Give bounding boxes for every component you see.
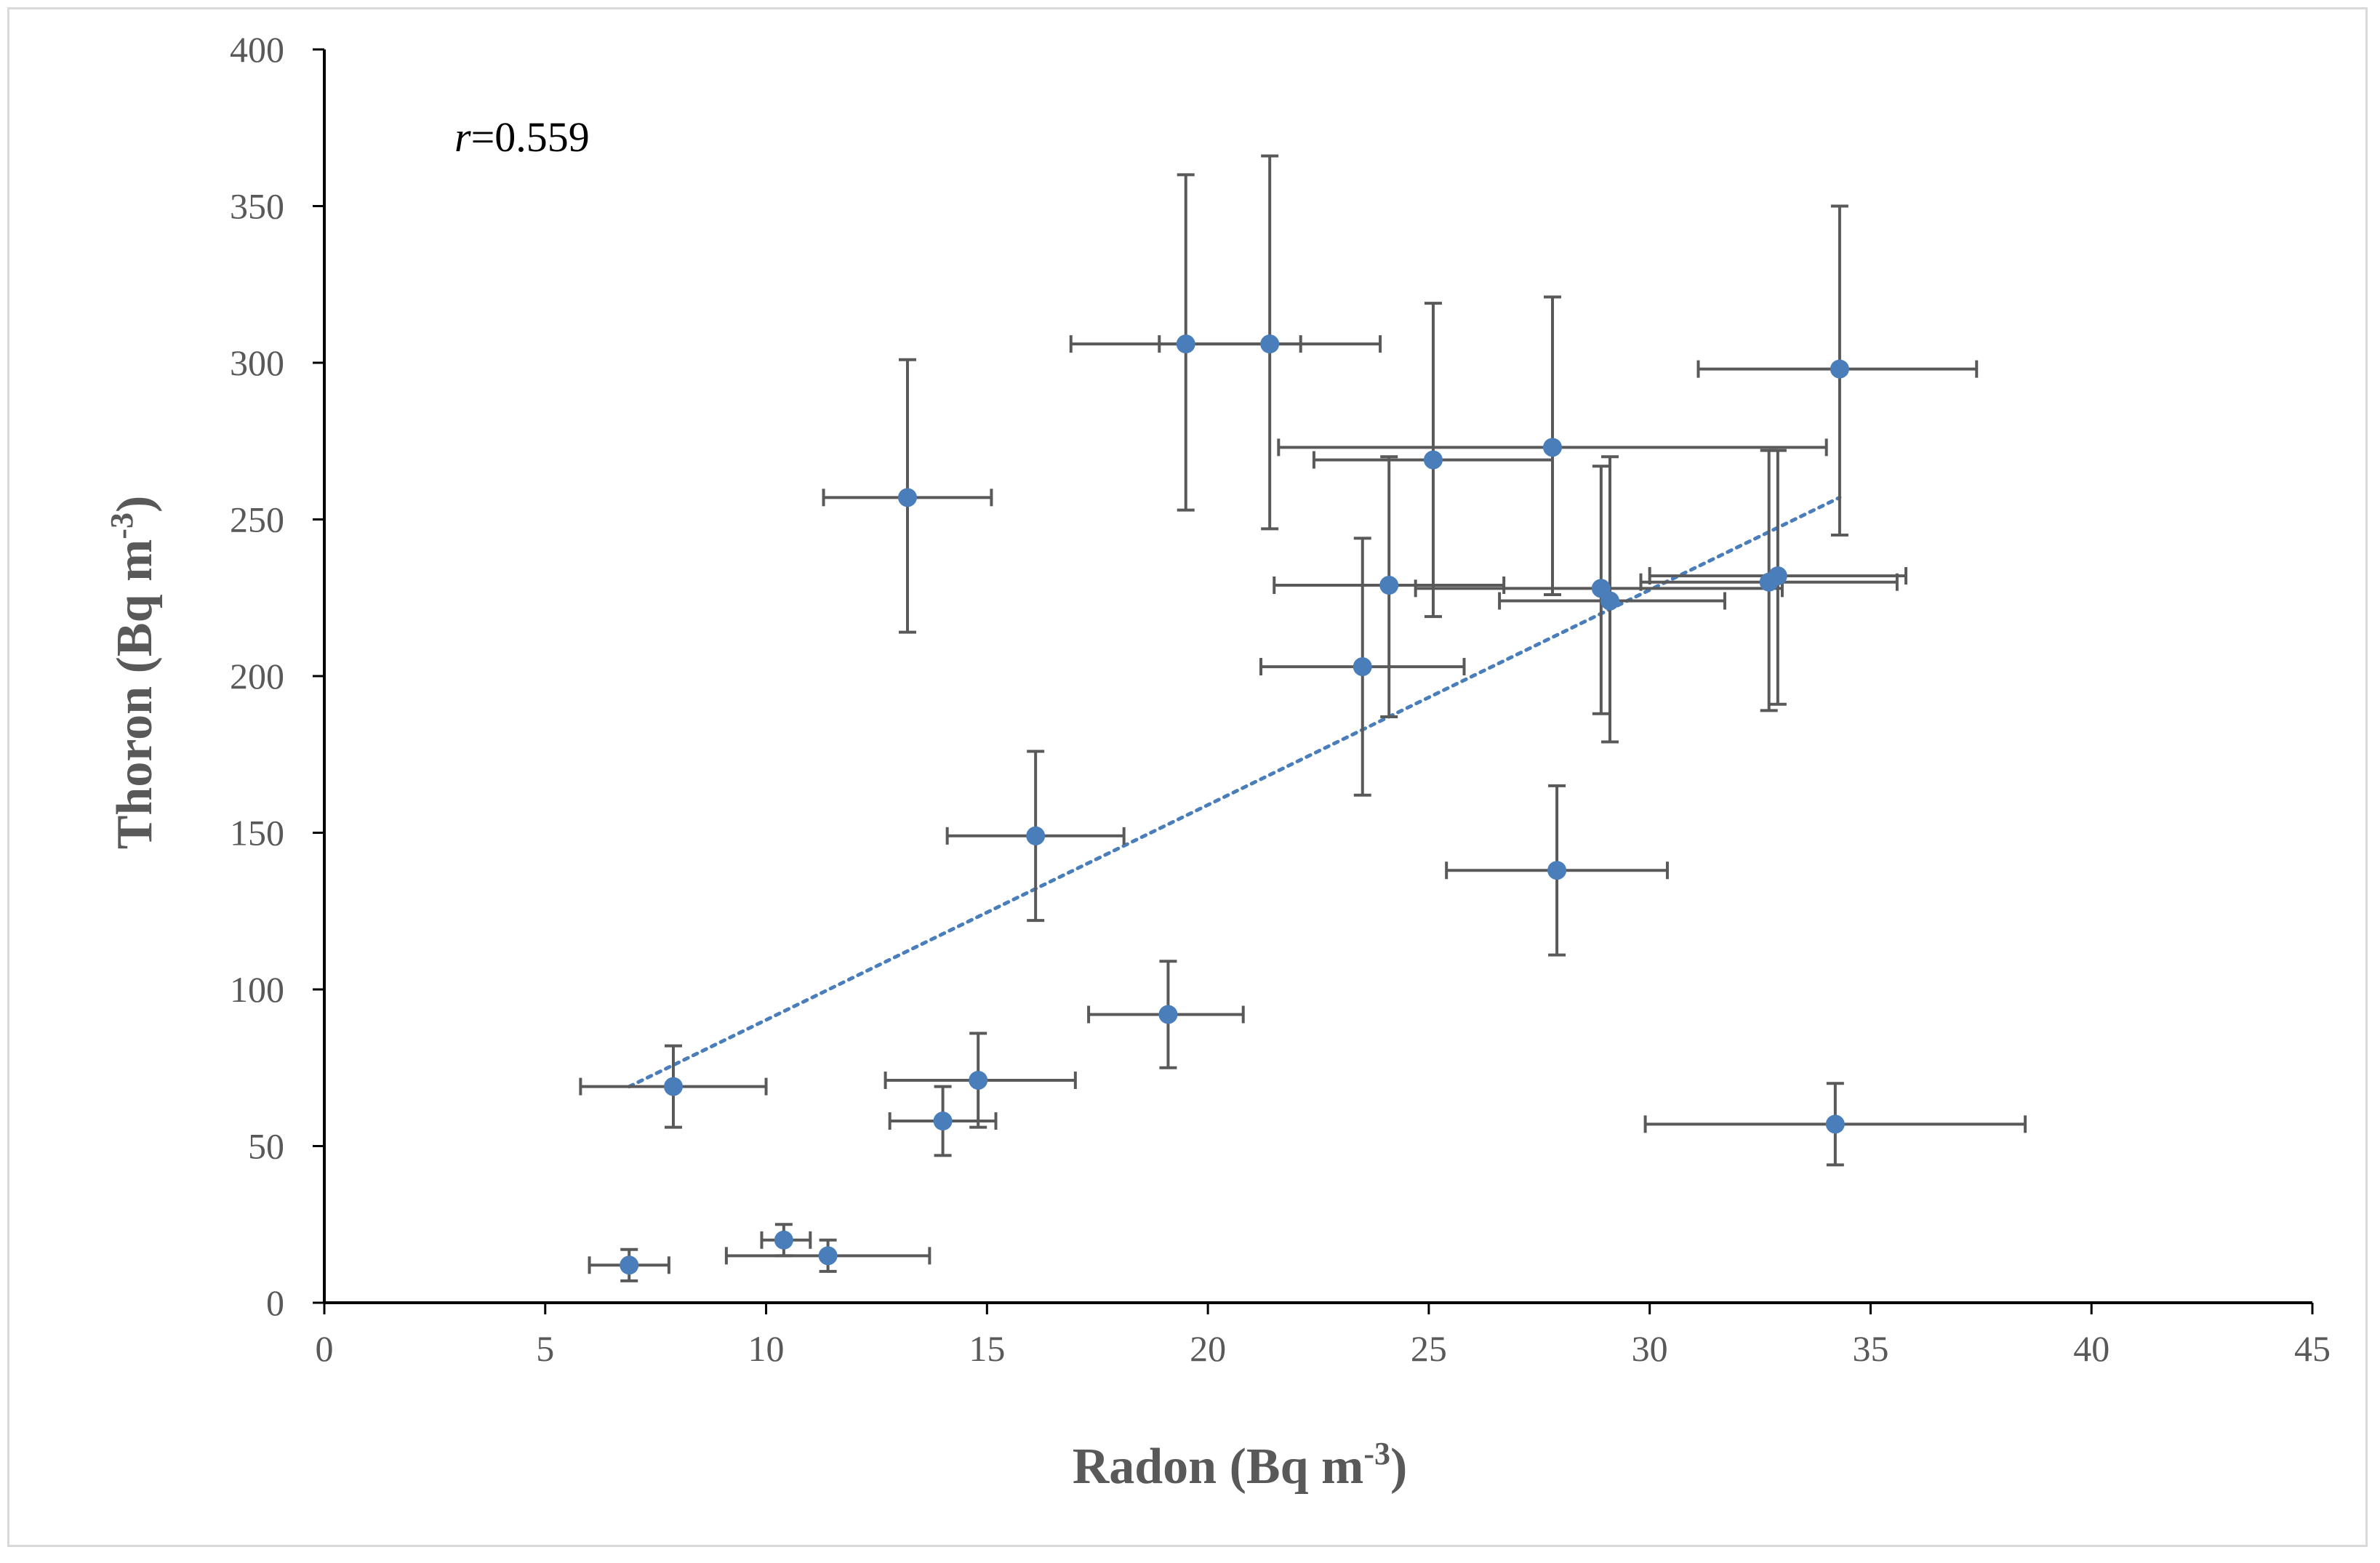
- data-point: [1423, 450, 1443, 470]
- x-tick-label: 10: [748, 1328, 785, 1369]
- data-point: [897, 488, 917, 507]
- data-point: [1768, 566, 1787, 586]
- data-point: [620, 1255, 639, 1275]
- data-point: [774, 1230, 793, 1250]
- y-axis-title: Thoron (Bq m-3): [104, 496, 163, 850]
- x-tick-label: 25: [1411, 1328, 1447, 1369]
- data-point: [1543, 438, 1563, 457]
- correlation-annotation: r=0.559: [454, 113, 590, 161]
- y-tick-label: 150: [230, 813, 284, 853]
- data-point: [1353, 657, 1372, 677]
- data-point: [1379, 576, 1399, 595]
- x-axis-title: Radon (Bq m-3): [1073, 1436, 1408, 1495]
- correlation-value: =0.559: [471, 113, 590, 161]
- x-tick-label: 5: [536, 1328, 554, 1369]
- x-tick-label: 40: [2073, 1328, 2109, 1369]
- y-axis-title-base: Thoron (Bq m: [107, 539, 163, 850]
- data-point: [1176, 334, 1195, 354]
- data-point: [1547, 861, 1567, 880]
- correlation-symbol: r: [454, 113, 471, 161]
- errorbar-group: [579, 154, 2027, 1282]
- trendline: [627, 495, 1842, 1089]
- y-tick-label: 0: [266, 1282, 284, 1323]
- y-tick-label: 50: [248, 1126, 284, 1167]
- y-axis-title-sup: -3: [104, 513, 140, 539]
- x-axis-title-sup: -3: [1363, 1436, 1390, 1471]
- data-point: [663, 1077, 683, 1096]
- y-tick-label: 200: [230, 656, 284, 696]
- x-axis-title-close: ): [1390, 1439, 1407, 1495]
- chart-frame: [7, 7, 2368, 1547]
- x-tick-label: 35: [1852, 1328, 1888, 1369]
- y-tick-label: 350: [230, 186, 284, 227]
- tick-labels-group: 0 5 10 15 20 25 30 35 40 45 0 50 100 150 200 250 300 350 4…: [230, 29, 2331, 1369]
- x-tick-label: 0: [316, 1328, 334, 1369]
- y-tick-label: 100: [230, 969, 284, 1010]
- x-tick-label: 30: [1632, 1328, 1668, 1369]
- y-tick-label: 400: [230, 29, 284, 70]
- y-tick-label: 300: [230, 342, 284, 383]
- x-tick-label: 15: [969, 1328, 1005, 1369]
- y-axis-title-close: ): [107, 496, 163, 513]
- data-point: [1026, 826, 1046, 845]
- data-point: [933, 1112, 953, 1131]
- data-point: [1260, 334, 1280, 354]
- data-point: [1600, 591, 1619, 611]
- data-point: [969, 1070, 988, 1090]
- x-axis-title-base: Radon (Bq m: [1073, 1439, 1364, 1495]
- data-point: [1830, 359, 1849, 379]
- x-tick-label: 45: [2294, 1328, 2331, 1369]
- x-tick-label: 20: [1190, 1328, 1226, 1369]
- axes-group: [313, 48, 2314, 1314]
- data-point: [1158, 1005, 1178, 1024]
- points-group: [620, 334, 1849, 1275]
- data-point: [1825, 1114, 1845, 1134]
- trendline-group: [627, 495, 1842, 1089]
- data-point: [818, 1246, 838, 1266]
- y-tick-label: 250: [230, 499, 284, 540]
